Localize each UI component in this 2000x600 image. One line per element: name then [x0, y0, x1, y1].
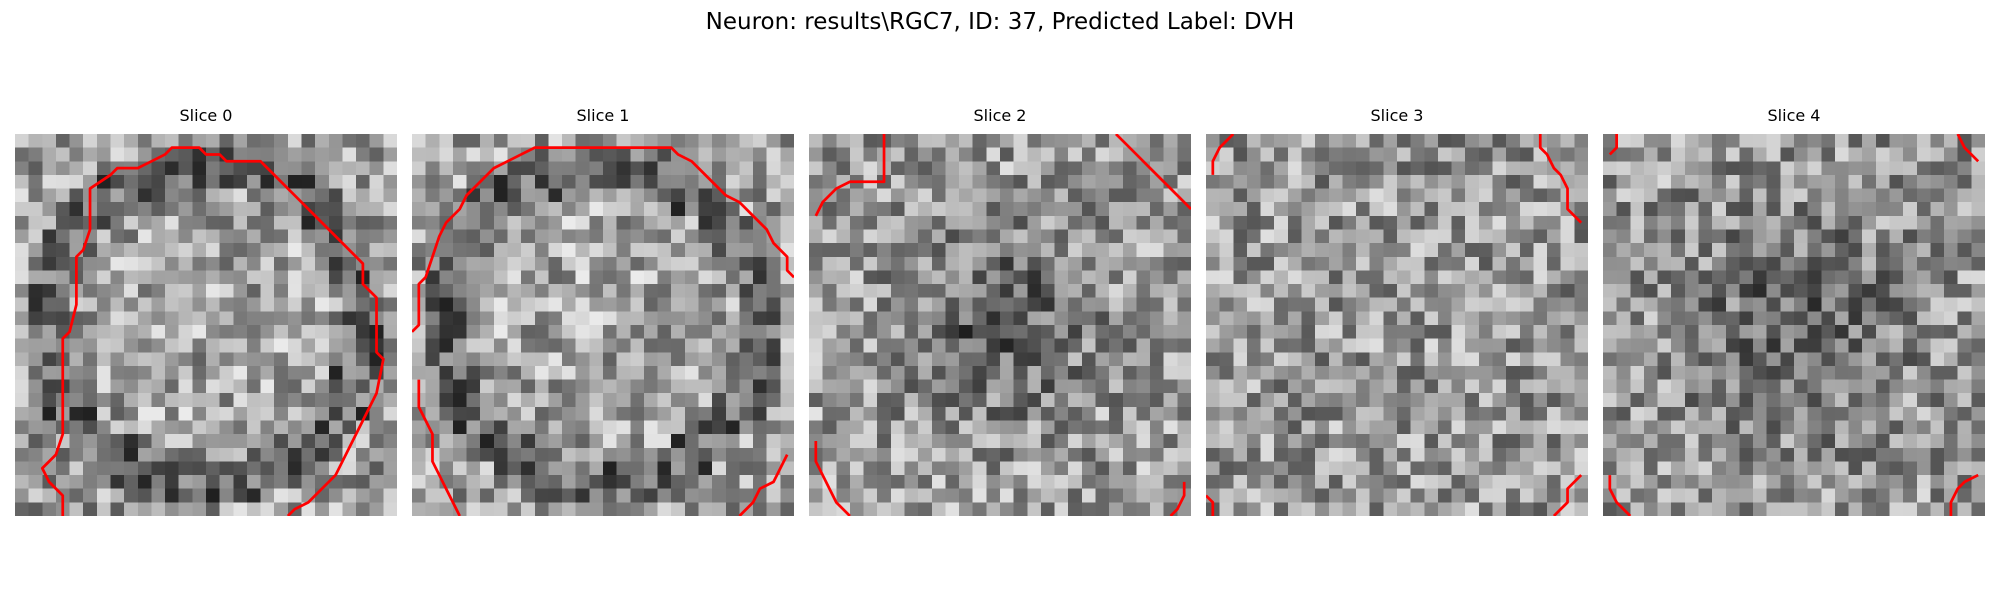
slice-panel-1: Slice 1	[412, 105, 794, 516]
slice-title: Slice 4	[1767, 106, 1821, 125]
slice-image	[1206, 134, 1588, 516]
slice-title: Slice 3	[1370, 106, 1424, 125]
slice-panel-4: Slice 4	[1603, 105, 1985, 516]
slice-image	[1603, 134, 1985, 516]
slice-image	[15, 134, 397, 516]
slice-image	[412, 134, 794, 516]
slice-title: Slice 2	[973, 106, 1027, 125]
slice-panel-2: Slice 2	[809, 105, 1191, 516]
slice-panel-3: Slice 3	[1206, 105, 1588, 516]
figure-title: Neuron: results\RGC7, ID: 37, Predicted …	[705, 9, 1295, 35]
slice-panel-0: Slice 0	[15, 105, 397, 516]
slice-title: Slice 0	[179, 106, 233, 125]
slice-title: Slice 1	[576, 106, 630, 125]
slice-image	[809, 134, 1191, 516]
